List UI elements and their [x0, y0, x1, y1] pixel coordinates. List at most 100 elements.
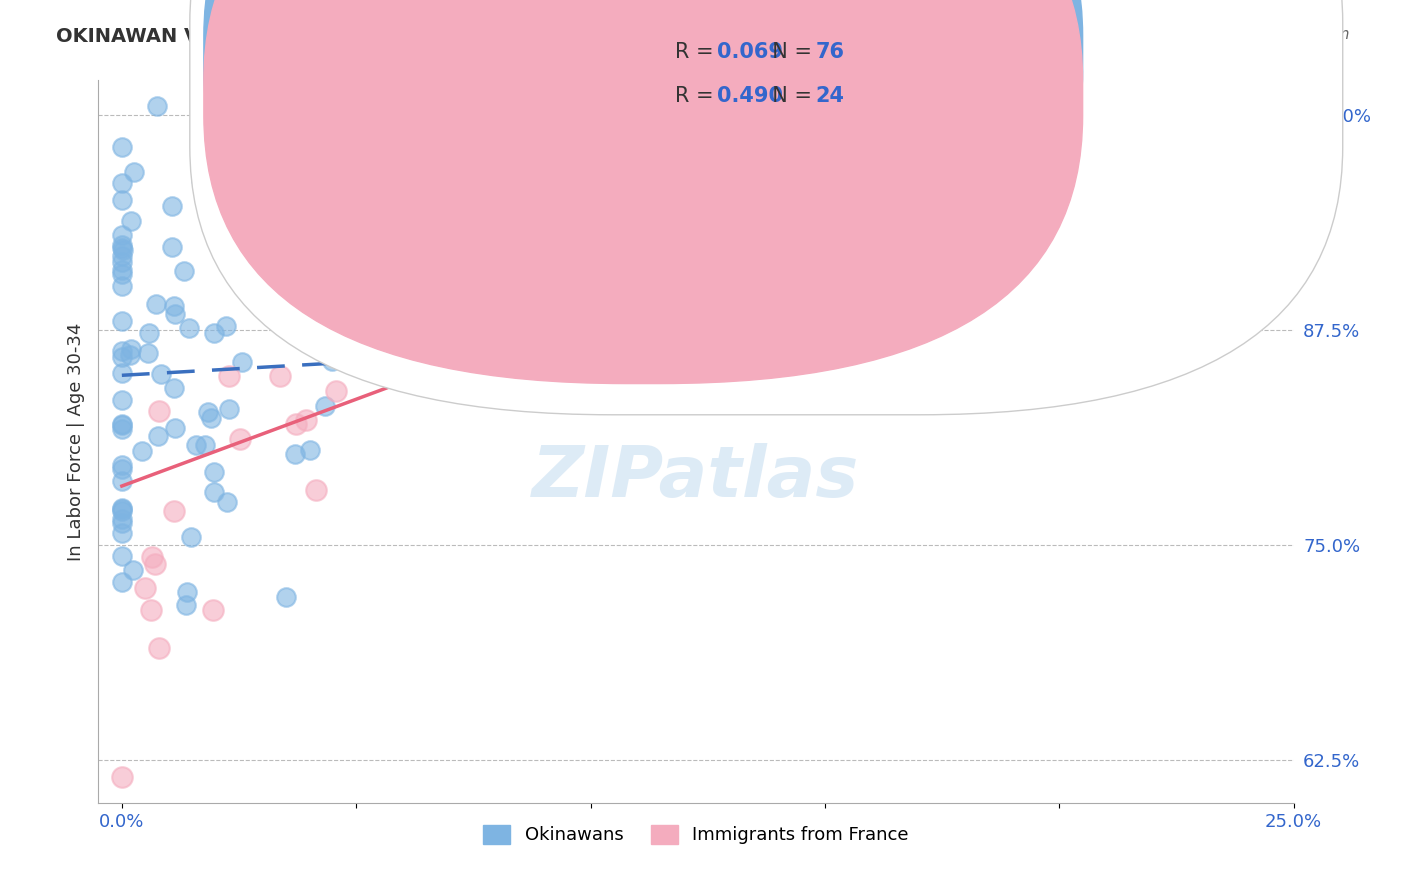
Point [111, 516, 134, 530]
Point [299, 443, 322, 458]
Point [163, 299, 186, 313]
Point [1272, 108, 1295, 122]
Text: 24: 24 [815, 87, 845, 106]
Point [131, 444, 153, 458]
Point [420, 246, 443, 260]
Point [111, 177, 134, 191]
Point [174, 599, 197, 613]
Point [508, 302, 530, 317]
Point [295, 413, 318, 427]
Point [111, 255, 134, 269]
Text: OKINAWAN VS IMMIGRANTS FROM FRANCE IN LABOR FORCE | AGE 30-34 CORRELATION CHART: OKINAWAN VS IMMIGRANTS FROM FRANCE IN LA… [56, 27, 1092, 46]
Point [111, 228, 134, 243]
Legend: Okinawans, Immigrants from France: Okinawans, Immigrants from France [477, 818, 915, 852]
Point [284, 447, 307, 461]
Point [111, 770, 134, 784]
Point [231, 355, 253, 369]
Point [162, 199, 184, 213]
Text: Source: ZipAtlas.com: Source: ZipAtlas.com [1187, 27, 1350, 42]
Point [190, 173, 212, 187]
Point [229, 432, 252, 446]
Point [284, 417, 307, 431]
Point [271, 275, 294, 289]
Point [148, 403, 170, 417]
Text: 76: 76 [815, 42, 845, 62]
Text: R =: R = [675, 42, 720, 62]
Point [111, 350, 134, 364]
Point [145, 297, 167, 311]
Point [377, 192, 399, 206]
Point [146, 428, 169, 442]
Point [111, 393, 134, 408]
Point [138, 326, 160, 340]
Point [352, 313, 374, 327]
Point [111, 474, 134, 488]
Point [111, 512, 134, 526]
Point [165, 421, 187, 435]
Point [120, 214, 142, 228]
Point [111, 366, 134, 380]
Point [111, 525, 134, 540]
Point [214, 318, 236, 333]
Point [184, 437, 207, 451]
Point [111, 249, 134, 263]
Point [134, 582, 156, 596]
Point [111, 417, 134, 432]
Point [111, 140, 134, 154]
Point [143, 558, 166, 572]
Point [111, 461, 134, 475]
Point [122, 563, 145, 577]
Point [111, 238, 134, 252]
Point [111, 549, 134, 563]
Point [517, 158, 540, 172]
Point [111, 262, 134, 277]
Point [176, 585, 198, 599]
Point [307, 269, 329, 284]
Point [314, 399, 336, 413]
Point [111, 267, 134, 281]
Point [150, 367, 173, 381]
Text: N =: N = [759, 87, 818, 106]
Point [146, 99, 169, 113]
Point [305, 483, 328, 498]
Point [111, 194, 134, 208]
Point [1236, 108, 1258, 122]
Point [173, 264, 195, 278]
Point [202, 326, 225, 340]
Y-axis label: In Labor Force | Age 30-34: In Labor Force | Age 30-34 [66, 322, 84, 561]
Point [111, 278, 134, 293]
Point [111, 502, 134, 516]
Text: R =: R = [675, 87, 720, 106]
Point [218, 401, 240, 416]
Point [111, 418, 134, 433]
Point [177, 320, 200, 334]
Text: N =: N = [759, 42, 818, 62]
Point [202, 602, 225, 616]
Point [246, 283, 269, 297]
Text: ZIPatlas: ZIPatlas [533, 443, 859, 512]
Point [111, 422, 134, 436]
Point [160, 240, 183, 254]
Point [274, 591, 297, 605]
Point [328, 284, 350, 298]
Point [197, 405, 219, 419]
Point [321, 354, 343, 368]
Point [398, 173, 420, 187]
Point [217, 494, 239, 508]
Point [111, 504, 134, 518]
Point [120, 342, 142, 356]
Point [193, 438, 215, 452]
Point [118, 348, 141, 362]
Point [122, 164, 145, 178]
Point [218, 369, 240, 384]
Point [202, 485, 225, 500]
Point [141, 603, 163, 617]
Point [111, 501, 134, 516]
Point [381, 330, 404, 344]
Point [163, 504, 186, 518]
Text: 0.069: 0.069 [717, 42, 783, 62]
Point [269, 369, 291, 384]
Point [200, 411, 222, 425]
Point [148, 640, 170, 655]
Point [111, 343, 134, 358]
